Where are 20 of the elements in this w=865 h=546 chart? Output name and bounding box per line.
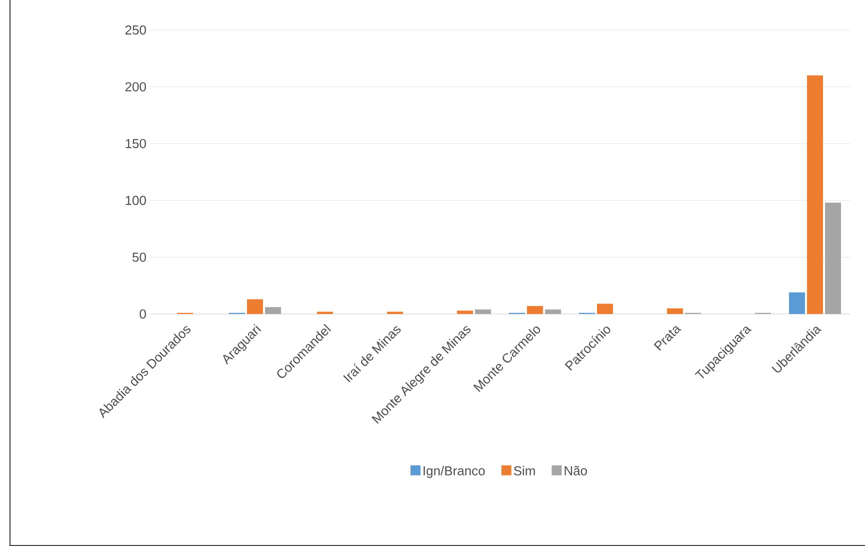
bar xyxy=(806,75,823,314)
bar xyxy=(824,202,841,314)
y-tick-label: 200 xyxy=(125,82,146,92)
bar xyxy=(265,307,282,314)
bar xyxy=(247,299,264,314)
bar xyxy=(667,308,683,314)
bar xyxy=(597,304,613,314)
bar xyxy=(788,292,805,314)
bar xyxy=(545,309,561,314)
bar xyxy=(457,310,474,314)
y-tick-label: 250 xyxy=(125,25,146,35)
legend-label: Ign/Branco xyxy=(424,466,485,478)
y-tick-label: 100 xyxy=(126,196,146,205)
y-tick-label: 0 xyxy=(140,309,146,319)
bar xyxy=(475,309,492,314)
legend-label: Não xyxy=(564,466,587,476)
legend-label: Sim xyxy=(514,466,535,476)
y-tick-label: 150 xyxy=(126,138,146,148)
bar xyxy=(527,306,543,314)
y-tick-label: 50 xyxy=(132,252,146,262)
